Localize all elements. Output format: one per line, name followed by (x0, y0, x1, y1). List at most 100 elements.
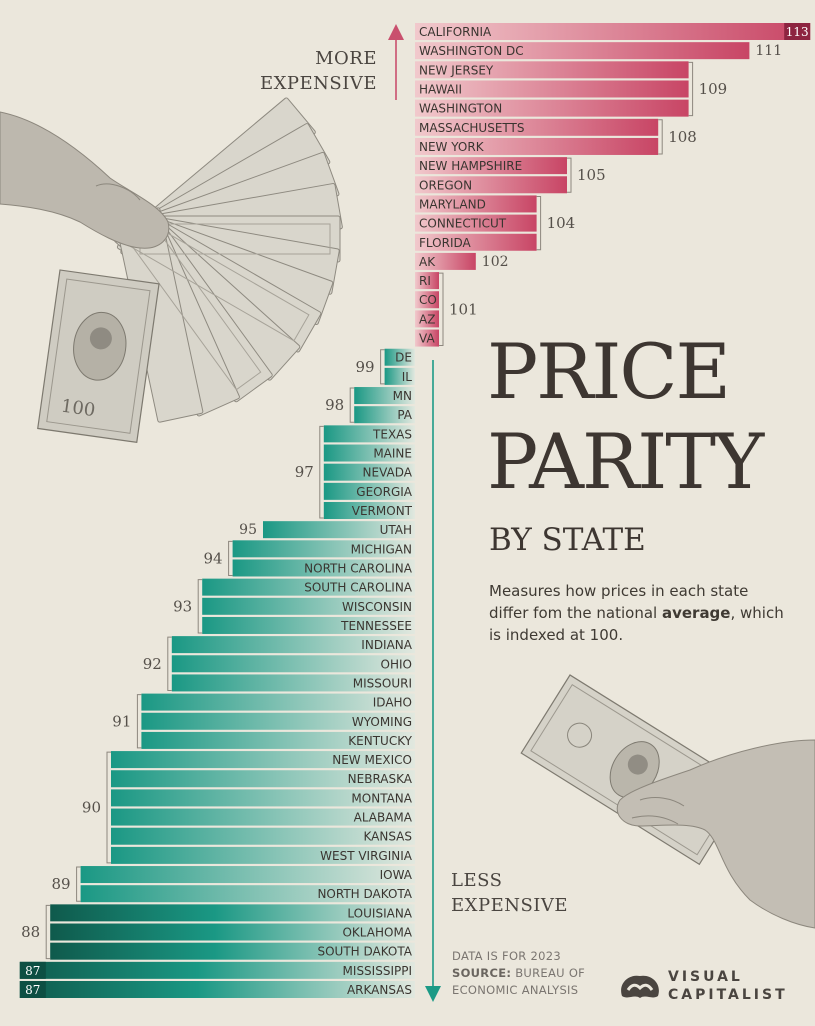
logo-text-line1: VISUAL (668, 969, 743, 985)
bar-co (415, 291, 439, 309)
bar-georgia (323, 482, 415, 500)
bar-west-virginia (111, 846, 415, 864)
bar-az (415, 310, 439, 328)
bar-label-california: CALIFORNIA (419, 25, 492, 39)
bar-label-washington: WASHINGTON (419, 102, 502, 116)
bar-label-kansas: KANSAS (363, 830, 412, 844)
bar-label-texas: TEXAS (372, 427, 412, 441)
value-label-104: 104 (547, 214, 576, 232)
bar-label-va: VA (419, 332, 435, 346)
bar-label-co: CO (419, 293, 437, 307)
data-year-note: DATA IS FOR 2023 (452, 949, 562, 963)
bar-label-montana: MONTANA (351, 791, 412, 805)
bar-label-washington-dc: WASHINGTON DC (419, 44, 524, 58)
bar-label-connecticut: CONNECTICUT (419, 217, 507, 231)
bar-label-maine: MAINE (373, 447, 412, 461)
money-fan-illustration: 100 (0, 97, 343, 444)
bar-label-vermont: VERMONT (352, 504, 413, 518)
group-bracket-89 (76, 866, 81, 902)
more-label-line1: MORE (315, 48, 377, 69)
value-label-91: 91 (112, 712, 131, 730)
less-expensive-label: LESS EXPENSIVE (451, 868, 568, 918)
bar-ohio (171, 655, 415, 673)
bar-label-nevada: NEVADA (363, 466, 413, 480)
bar-hawaii (415, 80, 689, 98)
bar-label-kentucky: KENTUCKY (348, 734, 412, 748)
bar-label-alabama: ALABAMA (354, 811, 413, 825)
bar-label-mn: MN (393, 389, 412, 403)
bar-label-wisconsin: WISCONSIN (342, 600, 412, 614)
group-bracket-93 (197, 579, 203, 634)
bar-label-new-mexico: NEW MEXICO (332, 753, 412, 767)
bar-nevada (323, 463, 415, 481)
bar-washington-dc (415, 42, 750, 60)
value-label-97: 97 (295, 463, 314, 481)
bar-north-dakota (80, 885, 415, 903)
group-bracket-104 (536, 195, 542, 251)
bar-louisiana (50, 904, 415, 922)
bar-label-de: DE (395, 351, 412, 365)
bar-label-north-dakota: NORTH DAKOTA (317, 887, 412, 901)
bar-kentucky (141, 731, 415, 749)
bar-new-hampshire (415, 157, 567, 175)
bar-new-jersey (415, 61, 689, 79)
chart-subtitle: BY STATE (489, 522, 646, 558)
bar-label-ri: RI (419, 274, 431, 288)
value-label-88: 88 (21, 923, 40, 941)
bar-label-new-york: NEW YORK (419, 140, 485, 154)
group-bracket-99 (380, 349, 385, 385)
description-text-start: Measures how prices in each state differ… (489, 582, 749, 622)
source-text: BUREAU OF ECONOMIC ANALYSIS (452, 966, 586, 997)
bar-michigan (232, 540, 415, 558)
bar-utah (263, 521, 415, 539)
value-badge-113 (784, 23, 811, 40)
value-label-95: 95 (239, 522, 257, 538)
bar-oklahoma (50, 923, 415, 941)
bar-label-az: AZ (419, 312, 435, 326)
group-bracket-109 (688, 61, 694, 117)
bar-connecticut (415, 214, 537, 232)
dollar-bill-illustration (520, 674, 815, 929)
bar-wisconsin (202, 597, 415, 615)
svg-text:100: 100 (60, 396, 97, 422)
bar-wyoming (141, 712, 415, 730)
bar-ri (415, 272, 439, 290)
bar-nebraska (111, 770, 415, 788)
bar-label-michigan: MICHIGAN (351, 542, 412, 556)
bar-idaho (141, 693, 415, 711)
bar-south-dakota (50, 942, 415, 960)
chart-description: Measures how prices in each state differ… (489, 580, 789, 646)
value-label-111: 111 (755, 43, 782, 59)
bar-label-oregon: OREGON (419, 178, 472, 192)
value-label-99: 99 (356, 358, 375, 376)
bar-label-mississippi: MISSISSIPPI (343, 964, 412, 978)
bar-label-south-carolina: SOUTH CAROLINA (304, 581, 413, 595)
bar-indiana (171, 636, 415, 654)
bar-va (415, 329, 439, 347)
visual-capitalist-logo: VISUAL CAPITALIST (618, 968, 798, 1008)
bar-label-massachusetts: MASSACHUSETTS (419, 121, 524, 135)
value-label-92: 92 (143, 655, 162, 673)
bar-label-idaho: IDAHO (373, 696, 412, 710)
logo-text-line2: CAPITALIST (668, 987, 788, 1003)
group-bracket-101 (439, 272, 444, 347)
less-label-line2: EXPENSIVE (451, 895, 569, 916)
value-label-105: 105 (577, 166, 606, 184)
bar-label-georgia: GEORGIA (356, 485, 413, 499)
value-label-89: 89 (52, 875, 71, 893)
bar-pa (354, 406, 415, 424)
description-text-end: , which is indexed at 100. (489, 604, 784, 644)
group-bracket-91 (136, 694, 142, 749)
value-label-102: 102 (482, 254, 509, 270)
bar-california (415, 23, 811, 40)
less-label-line1: LESS (451, 870, 503, 891)
bar-maine (323, 444, 415, 462)
bar-south-carolina (202, 578, 415, 596)
bar-label-ohio: OHIO (381, 657, 412, 671)
bar-label-indiana: INDIANA (361, 638, 412, 652)
bar-label-new-jersey: NEW JERSEY (419, 63, 494, 77)
bar-vermont (323, 502, 415, 519)
bar-mississippi (19, 961, 416, 979)
bar-label-hawaii: HAWAII (419, 82, 462, 96)
value-label-87: 87 (25, 983, 40, 997)
